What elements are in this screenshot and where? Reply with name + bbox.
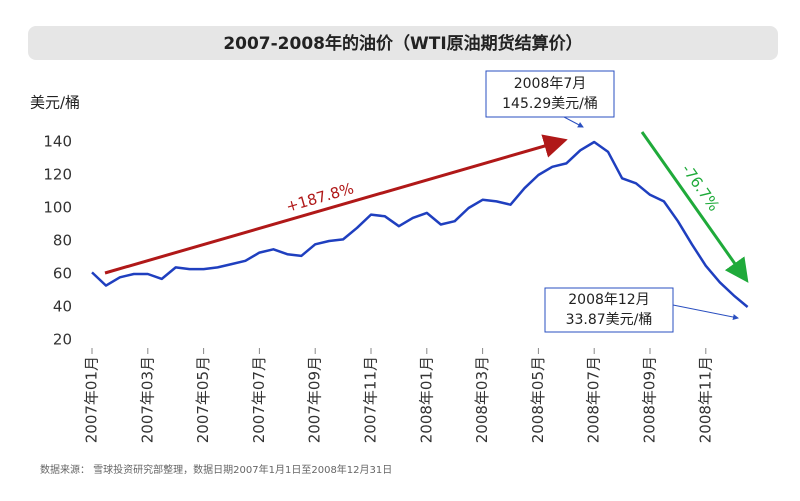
peak-pointer — [563, 116, 584, 128]
x-tick-label: 2008年11月 — [696, 356, 714, 443]
x-tick-label: 2008年09月 — [641, 356, 659, 443]
x-tick-label: 2007年09月 — [306, 356, 324, 443]
x-tick-label: 2008年03月 — [473, 356, 491, 443]
x-tick-label: 2007年07月 — [250, 356, 268, 443]
low-box — [544, 287, 674, 333]
x-tick-label: 2008年07月 — [585, 356, 603, 443]
y-tick-label: 20 — [53, 331, 72, 349]
x-tick-label: 2007年03月 — [138, 356, 156, 443]
price-line — [91, 140, 749, 308]
x-tick-label: 2008年01月 — [417, 356, 435, 443]
x-tick-label: 2007年11月 — [362, 356, 380, 443]
peak-label: 145.29美元/桶 — [502, 96, 598, 112]
peak-label: 2008年7月 — [514, 76, 587, 92]
y-tick-label: 60 — [53, 265, 72, 283]
y-tick-label: 40 — [53, 298, 72, 316]
y-tick-label: 80 — [53, 232, 72, 250]
chart-title: 2007-2008年的油价（WTI原油期货结算价） — [223, 33, 582, 54]
fall-arrow — [640, 131, 749, 283]
y-tick-label: 140 — [43, 133, 72, 151]
y-tick-label: 100 — [43, 199, 72, 217]
rise-arrow — [104, 134, 568, 275]
low-pointer — [672, 304, 739, 320]
low-label: 33.87美元/桶 — [566, 312, 653, 328]
x-tick-label: 2008年05月 — [529, 356, 547, 443]
x-tick-label: 2007年01月 — [83, 356, 101, 443]
fall-label: -76.7% — [678, 161, 723, 215]
peak-box — [485, 70, 615, 118]
low-label: 2008年12月 — [568, 292, 649, 308]
title-bar — [28, 26, 778, 60]
x-tick-label: 2007年05月 — [194, 356, 212, 443]
y-tick-label: 120 — [43, 166, 72, 184]
y-axis-label: 美元/桶 — [30, 94, 80, 112]
source: 数据来源： 雪球投资研究部整理，数据日期2007年1月1日至2008年12月31… — [40, 463, 392, 476]
